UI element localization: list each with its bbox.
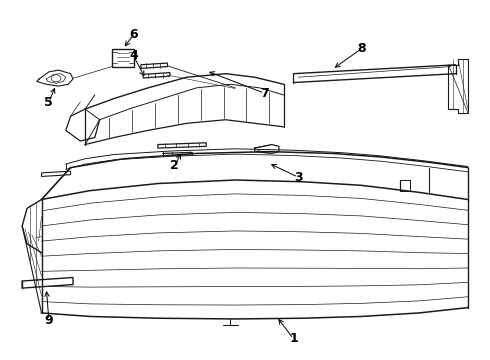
Text: 5: 5 — [45, 95, 53, 108]
Text: 3: 3 — [294, 171, 303, 184]
Text: 1: 1 — [289, 332, 298, 345]
Text: 4: 4 — [129, 49, 138, 62]
Text: 2: 2 — [171, 159, 179, 172]
Text: 7: 7 — [260, 87, 269, 100]
Text: 9: 9 — [45, 314, 53, 327]
Text: 8: 8 — [357, 42, 366, 55]
Text: 6: 6 — [129, 28, 138, 41]
